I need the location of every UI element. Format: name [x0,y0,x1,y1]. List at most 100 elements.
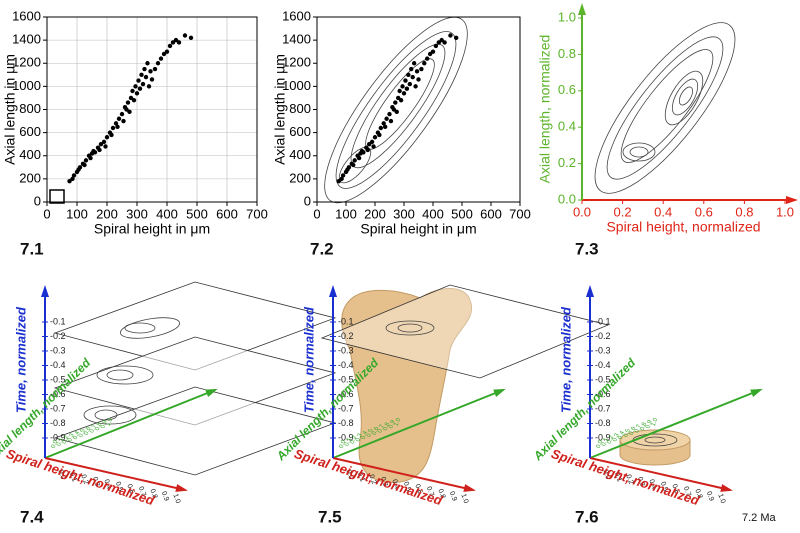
point [67,178,72,184]
spiral-axis [589,457,731,491]
time-tick-label: -0.5 [595,374,611,384]
spiral-tick-label: 0.5 [402,481,412,493]
y-tick-label: 200 [19,170,41,185]
point [425,56,430,61]
time-tick-label: -0.8 [595,418,611,428]
time-tick-label: -0.9 [595,432,611,442]
spiral-tick-label: 0.5 [114,481,124,493]
point [448,33,453,38]
point [401,91,407,96]
point [442,40,447,45]
y-tick-label: 1200 [282,55,311,70]
point [393,100,398,105]
x-tick-label: 200 [364,206,386,221]
x-tick-label: 0.4 [654,204,672,219]
density-volume [619,429,691,466]
spiral-tick-label: 0.3 [379,476,389,488]
x-tick-label: 1.0 [776,204,794,219]
point [167,43,173,49]
point [103,144,108,149]
axial-tick-label: 0.1 [344,437,353,448]
spiral-tick-label: 0.0 [601,469,611,481]
spiral-tick-label: 0.3 [91,476,101,488]
y-tick-label: 1400 [12,32,41,47]
x-axis-label: Spiral height, normalized [606,219,760,235]
point [127,109,132,115]
point [109,132,114,138]
x-tick-label: 0 [43,206,50,221]
panel-label: 7.5 [318,507,342,526]
panel-label: 7.4 [20,507,44,526]
point [70,176,75,182]
axial-tick-label: 0.6 [629,426,638,437]
point [369,139,375,145]
axial-tick-label: 0.1 [601,437,610,448]
time-tick-label: -0.2 [595,331,611,341]
y-tick-label: 0 [34,193,41,208]
time-tick-label: -0.3 [338,345,354,355]
spiral-tick-label: 1.0 [716,493,726,505]
point [403,78,408,83]
point [110,125,116,131]
axial-tick-label: 0.9 [100,419,109,430]
point [158,56,164,61]
point [130,88,135,94]
axial-tick-label: 0.8 [640,421,649,432]
point [419,66,424,72]
axial-tick-label: 0.5 [78,428,87,439]
point [164,49,170,54]
spiral-tick-label: 0.9 [705,491,715,503]
spiral-tick-label: 0.4 [390,479,400,491]
axial-axis-head [205,388,218,398]
point [346,165,352,170]
x-tick-label: 200 [96,206,118,221]
time-axis-label: Time, normalized [301,306,316,413]
zoom-box [49,189,65,204]
y-tick-label: 1000 [282,78,311,93]
axial-tick-label: 0.8 [383,421,392,432]
spiral-tick-label: 0.4 [647,479,657,491]
y-tick-label: 1200 [12,55,41,70]
spiral-tick-label: 0.1 [613,471,623,483]
spiral-tick-label: 0.8 [693,488,703,500]
time-tick-label: -0.6 [338,389,354,399]
axial-tick-label: 0.5 [623,428,632,439]
panel-label: 7.2 [310,239,334,258]
panel-label: 7.3 [575,239,599,258]
y-tick-label: 1.0 [558,9,576,24]
point [454,35,459,41]
axial-tick-label: 0.3 [612,432,621,443]
x-axis-label: Spiral height in μm [94,221,210,237]
point [377,132,382,138]
time-axis-label: Time, normalized [13,306,28,413]
time-axis-head [586,285,594,297]
point [88,155,93,161]
point [188,35,194,41]
point [116,116,122,121]
axial-tick-label: 0.0 [596,439,605,450]
point [407,81,412,87]
panel-label: 7.6 [575,507,599,526]
spiral-tick-label: 0.5 [659,481,669,493]
spiral-tick-label: 0.7 [137,486,147,498]
point [148,69,153,74]
point [173,37,179,43]
spiral-tick-label: 0.1 [356,471,366,483]
y-tick-label: 0.0 [558,191,576,206]
spiral-tick-label: 0.6 [125,483,135,495]
point [101,139,107,145]
spiral-tick-label: 1.0 [459,493,469,505]
point [98,141,104,147]
y-tick-label: 0 [304,193,311,208]
y-tick-label: 800 [289,101,311,116]
point [411,61,417,66]
spiral-tick-label: 0.1 [68,471,78,483]
x-tick-label: 400 [422,206,444,221]
age-label: 7.2 Ma [742,512,777,524]
point [83,158,89,163]
plot-frame [46,16,258,203]
y-axis-label: Axial length in μm [272,54,288,165]
point [339,176,344,182]
y-tick-label: 400 [19,147,41,162]
time-tick-label: -0.6 [50,389,66,399]
